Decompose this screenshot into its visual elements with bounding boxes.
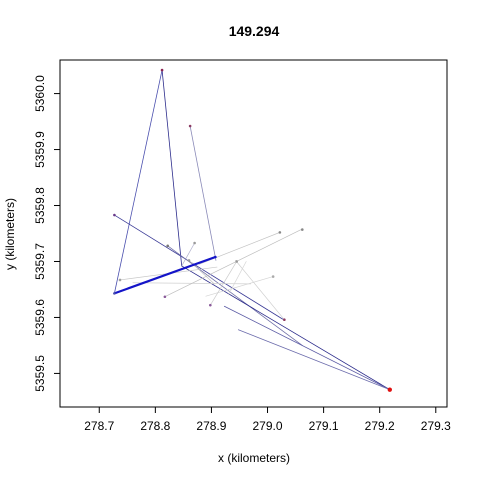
plot-frame: [59, 59, 448, 408]
trajectory-segment: [114, 69, 163, 294]
trajectory-point: [214, 255, 217, 259]
trajectory-segment: [114, 214, 284, 320]
trajectory-point: [193, 241, 196, 245]
trajectory-segment: [209, 261, 238, 306]
trajectory-point: [300, 228, 304, 231]
y-tick-label: 5359.5: [33, 355, 47, 392]
x-axis: 278.7 278.8 278.9 279.0 279.1 279.2 279.3: [84, 407, 451, 433]
trajectory-segment: [205, 276, 274, 297]
y-tick-label: 5359.9: [33, 131, 47, 168]
trajectory-segments: [113, 69, 391, 391]
trajectory-segment: [237, 329, 391, 391]
trajectory-segment: [161, 69, 183, 267]
x-tick-label: 278.8: [140, 419, 170, 433]
x-tick-label: 279.1: [309, 419, 339, 433]
trajectory-end-point: [387, 387, 392, 392]
trajectory-point: [163, 295, 167, 299]
x-tick-label: 279.2: [365, 419, 395, 433]
trajectory-point: [187, 259, 191, 262]
trajectory-segment: [227, 261, 247, 296]
chart-title: 149.294: [229, 23, 280, 39]
trajectory-segment: [167, 245, 303, 346]
trajectory-point: [166, 244, 169, 248]
trajectory-segment: [113, 255, 217, 295]
trajectory-segment: [164, 229, 302, 298]
trajectory-point: [209, 303, 212, 307]
x-tick-label: 278.7: [84, 419, 114, 433]
x-tick-label: 279.0: [253, 419, 283, 433]
trajectory-point: [160, 68, 164, 72]
trajectory-segment: [235, 260, 285, 321]
y-axis: 5359.5 5359.6 5359.7 5359.8 5359.9 5360.0: [33, 75, 60, 392]
trajectory-point: [118, 278, 122, 282]
trajectory-point: [283, 318, 286, 321]
y-tick-label: 5359.8: [33, 187, 47, 224]
x-tick-label: 279.3: [421, 419, 451, 433]
trajectory-segment: [223, 305, 391, 391]
trajectory-points: [113, 68, 392, 392]
y-tick-label: 5359.7: [33, 243, 47, 280]
y-tick-label: 5359.6: [33, 299, 47, 336]
y-tick-label: 5360.0: [33, 75, 47, 112]
x-axis-label: x (kilometers): [218, 451, 290, 465]
trajectory-point: [113, 213, 116, 217]
x-tick-label: 278.9: [196, 419, 226, 433]
trajectory-point: [278, 231, 282, 234]
trajectory-point: [188, 124, 192, 128]
trajectory-point: [271, 275, 275, 278]
trajectory-segment: [181, 265, 391, 391]
trajectory-segment: [189, 125, 217, 261]
trajectory-segment: [181, 242, 195, 267]
trajectory-point: [235, 260, 238, 263]
trajectory-point: [113, 292, 116, 295]
y-axis-label: y (kilometers): [3, 198, 17, 270]
